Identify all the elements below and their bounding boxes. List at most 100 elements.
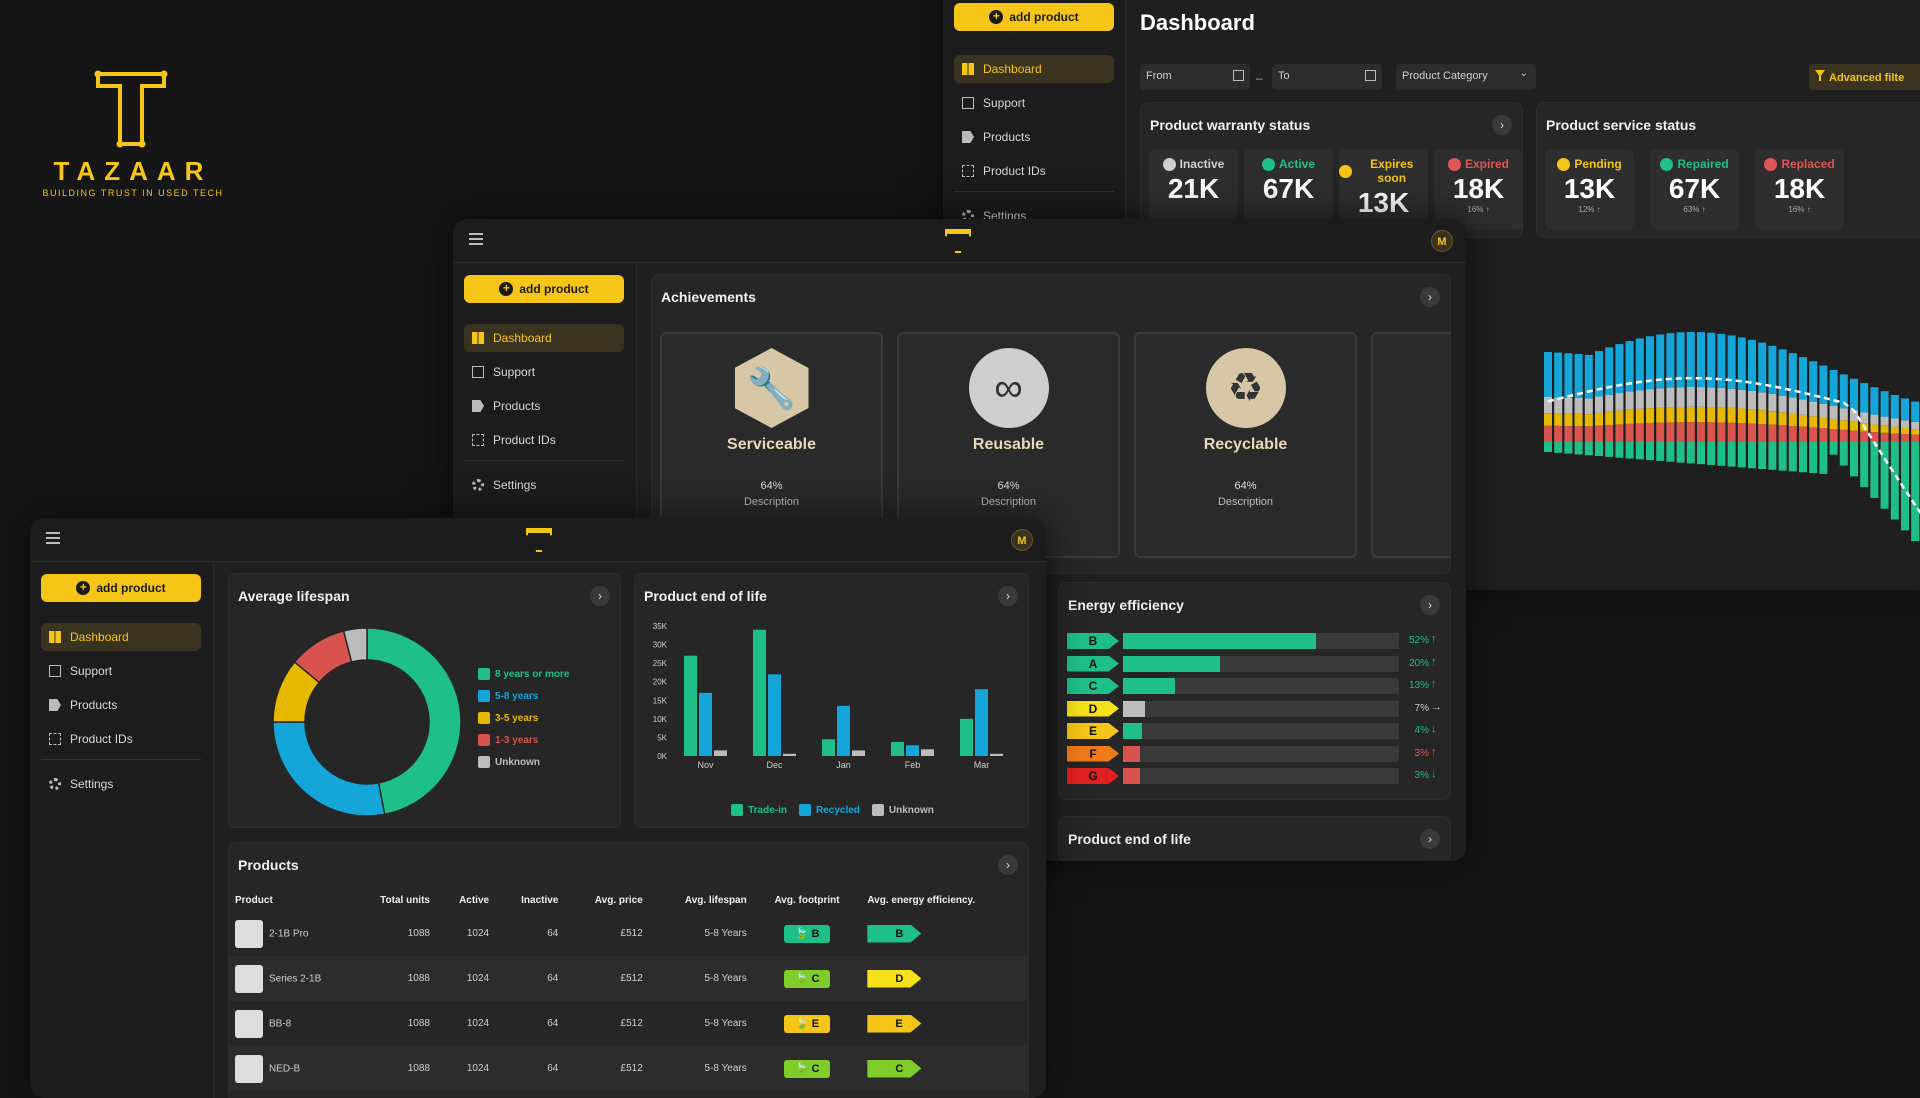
trend-bar-segment: [1819, 365, 1828, 404]
gear-icon: [472, 479, 484, 491]
legend-item: Unknown: [871, 804, 934, 816]
sidebar-item-dashboard[interactable]: Dashboard: [41, 623, 201, 651]
column-header: Product: [235, 894, 273, 906]
trend-bar-negative: [1880, 442, 1889, 509]
trend-arrow-icon: ↑: [1431, 745, 1437, 758]
sidebar-item-products[interactable]: Products: [41, 691, 201, 719]
energy-bar-track: [1123, 723, 1399, 739]
trend-bar-segment: [1554, 425, 1563, 442]
legend-swatch: [731, 804, 744, 816]
trend-bar-segment: [1717, 407, 1726, 423]
energy-row-a: A 20% ↑: [1067, 655, 1447, 672]
trend-bar-segment: [1646, 336, 1654, 390]
sidebar-item-support[interactable]: Support: [464, 358, 624, 386]
sidebar-item-product-ids[interactable]: Product IDs: [464, 426, 624, 454]
trend-bar-negative: [1554, 442, 1563, 453]
product-name: NED-B: [269, 1063, 301, 1075]
legend-item: 8 years or more: [478, 668, 570, 680]
add-product-button[interactable]: + add product: [954, 3, 1114, 31]
table-row[interactable]: NED-B 1088 1024 64 £512 5-8 Years 🍃 C C: [229, 1046, 1028, 1091]
trend-bar-negative: [1544, 442, 1552, 452]
trend-bar-segment: [1809, 401, 1818, 417]
tazaar-t-icon: [94, 70, 168, 148]
card-title: Product end of life: [644, 588, 767, 604]
sidebar-item-support[interactable]: Support: [954, 89, 1114, 117]
cell-active: 1024: [466, 1018, 490, 1029]
energy-bar-track: [1123, 678, 1399, 694]
sidebar-item-dashboard[interactable]: Dashboard: [954, 55, 1114, 83]
card-title: Product warranty status: [1150, 117, 1311, 133]
avatar[interactable]: M: [1431, 230, 1453, 252]
plus-icon: +: [989, 10, 1004, 24]
cell-active: 1024: [435, 956, 496, 1001]
trend-bar-segment: [1615, 424, 1624, 442]
status-check-icon: [1339, 164, 1352, 178]
energy-bar-track: [1123, 700, 1399, 717]
add-product-button[interactable]: + add product: [41, 574, 201, 602]
avatar[interactable]: M: [1011, 529, 1033, 551]
energy-bar-fill: [1123, 700, 1146, 717]
trend-bar-negative: [1737, 442, 1746, 468]
achievement-partial[interactable]: [1371, 332, 1450, 558]
trend-bar-segment: [1564, 353, 1573, 398]
to-date-field[interactable]: To: [1272, 64, 1382, 90]
product-thumbnail: [235, 1009, 263, 1038]
sidebar-item-settings[interactable]: Settings: [464, 471, 624, 499]
chevron-right-icon[interactable]: ›: [1492, 115, 1512, 135]
chevron-right-icon[interactable]: ›: [1420, 287, 1440, 307]
energy-badge: E: [867, 1014, 922, 1033]
trend-bar-segment: [1839, 374, 1848, 409]
legend-swatch: [871, 804, 884, 816]
sidebar-item-support[interactable]: Support: [41, 657, 201, 685]
menu-icon[interactable]: [46, 532, 60, 544]
trend-bar-segment: [1911, 429, 1920, 435]
chevron-right-icon[interactable]: ›: [1420, 595, 1440, 615]
status-check-icon: [1162, 157, 1176, 171]
chart-icon: [962, 97, 974, 109]
footprint-badge: 🍃 E: [784, 1014, 831, 1033]
card-title: Products: [238, 857, 299, 873]
table-row[interactable]: Series 2-1B 1088 1024 64 £512 5-8 Years 🍃 C D: [229, 956, 1028, 1001]
bar-trade-in-feb: [891, 741, 904, 756]
product-category-select[interactable]: Product Category ⌄: [1396, 64, 1536, 90]
chevron-right-icon[interactable]: ›: [590, 586, 610, 606]
trend-bar-segment: [1574, 397, 1583, 414]
trend-bar-segment: [1788, 397, 1797, 414]
trend-bar-segment: [1697, 406, 1705, 423]
trend-bar-negative: [1870, 442, 1879, 498]
chevron-right-icon[interactable]: ›: [998, 586, 1018, 606]
table-row[interactable]: 2-1B Pro 1088 1024 64 £512 5-8 Years 🍃 B B: [229, 911, 1028, 956]
trend-bar-segment: [1860, 383, 1869, 413]
chevron-right-icon[interactable]: ›: [1420, 829, 1440, 849]
sidebar-item-product-ids[interactable]: Product IDs: [954, 157, 1114, 185]
dashboard-window-back: + add product Dashboard Support Products …: [943, 0, 1920, 590]
trend-bar-negative: [1605, 442, 1614, 457]
trend-bar-negative: [1809, 442, 1818, 474]
trend-bar-segment: [1901, 420, 1909, 429]
chevron-right-icon[interactable]: ›: [998, 855, 1018, 875]
donut-slice: [342, 627, 368, 663]
menu-icon[interactable]: [469, 233, 483, 245]
trend-bar-segment: [1778, 425, 1787, 442]
trend-bar-negative: [1819, 442, 1828, 474]
achievement-recyclable[interactable]: ♻ Recyclable 64% Description: [1134, 332, 1357, 558]
add-product-button[interactable]: + add product: [464, 275, 624, 303]
advanced-filter-button[interactable]: Advanced filte: [1809, 64, 1920, 90]
trend-bar-segment: [1788, 413, 1797, 426]
sidebar-item-dashboard[interactable]: Dashboard: [464, 324, 624, 352]
sidebar-item-products[interactable]: Products: [464, 392, 624, 420]
y-tick-label: 5K: [657, 733, 667, 742]
from-date-field[interactable]: From: [1140, 64, 1250, 90]
trend-bar-segment: [1686, 406, 1695, 423]
trend-bar-segment: [1758, 342, 1767, 393]
trend-bar-segment: [1625, 423, 1634, 442]
x-tick-label: Feb: [905, 760, 921, 770]
sidebar-item-products[interactable]: Products: [954, 123, 1114, 151]
sidebar-item-settings[interactable]: Settings: [41, 770, 201, 798]
sidebar-item-product-ids[interactable]: Product IDs: [41, 725, 201, 753]
table-row[interactable]: BB-8 1088 1024 64 £512 5-8 Years 🍃 E E: [229, 1001, 1028, 1046]
trend-bar-segment: [1707, 422, 1716, 442]
trend-bar-segment: [1697, 387, 1705, 407]
end-of-life-summary-card: Product end of life ›: [1058, 816, 1451, 861]
cell-life: 5-8 Years: [648, 1046, 753, 1091]
